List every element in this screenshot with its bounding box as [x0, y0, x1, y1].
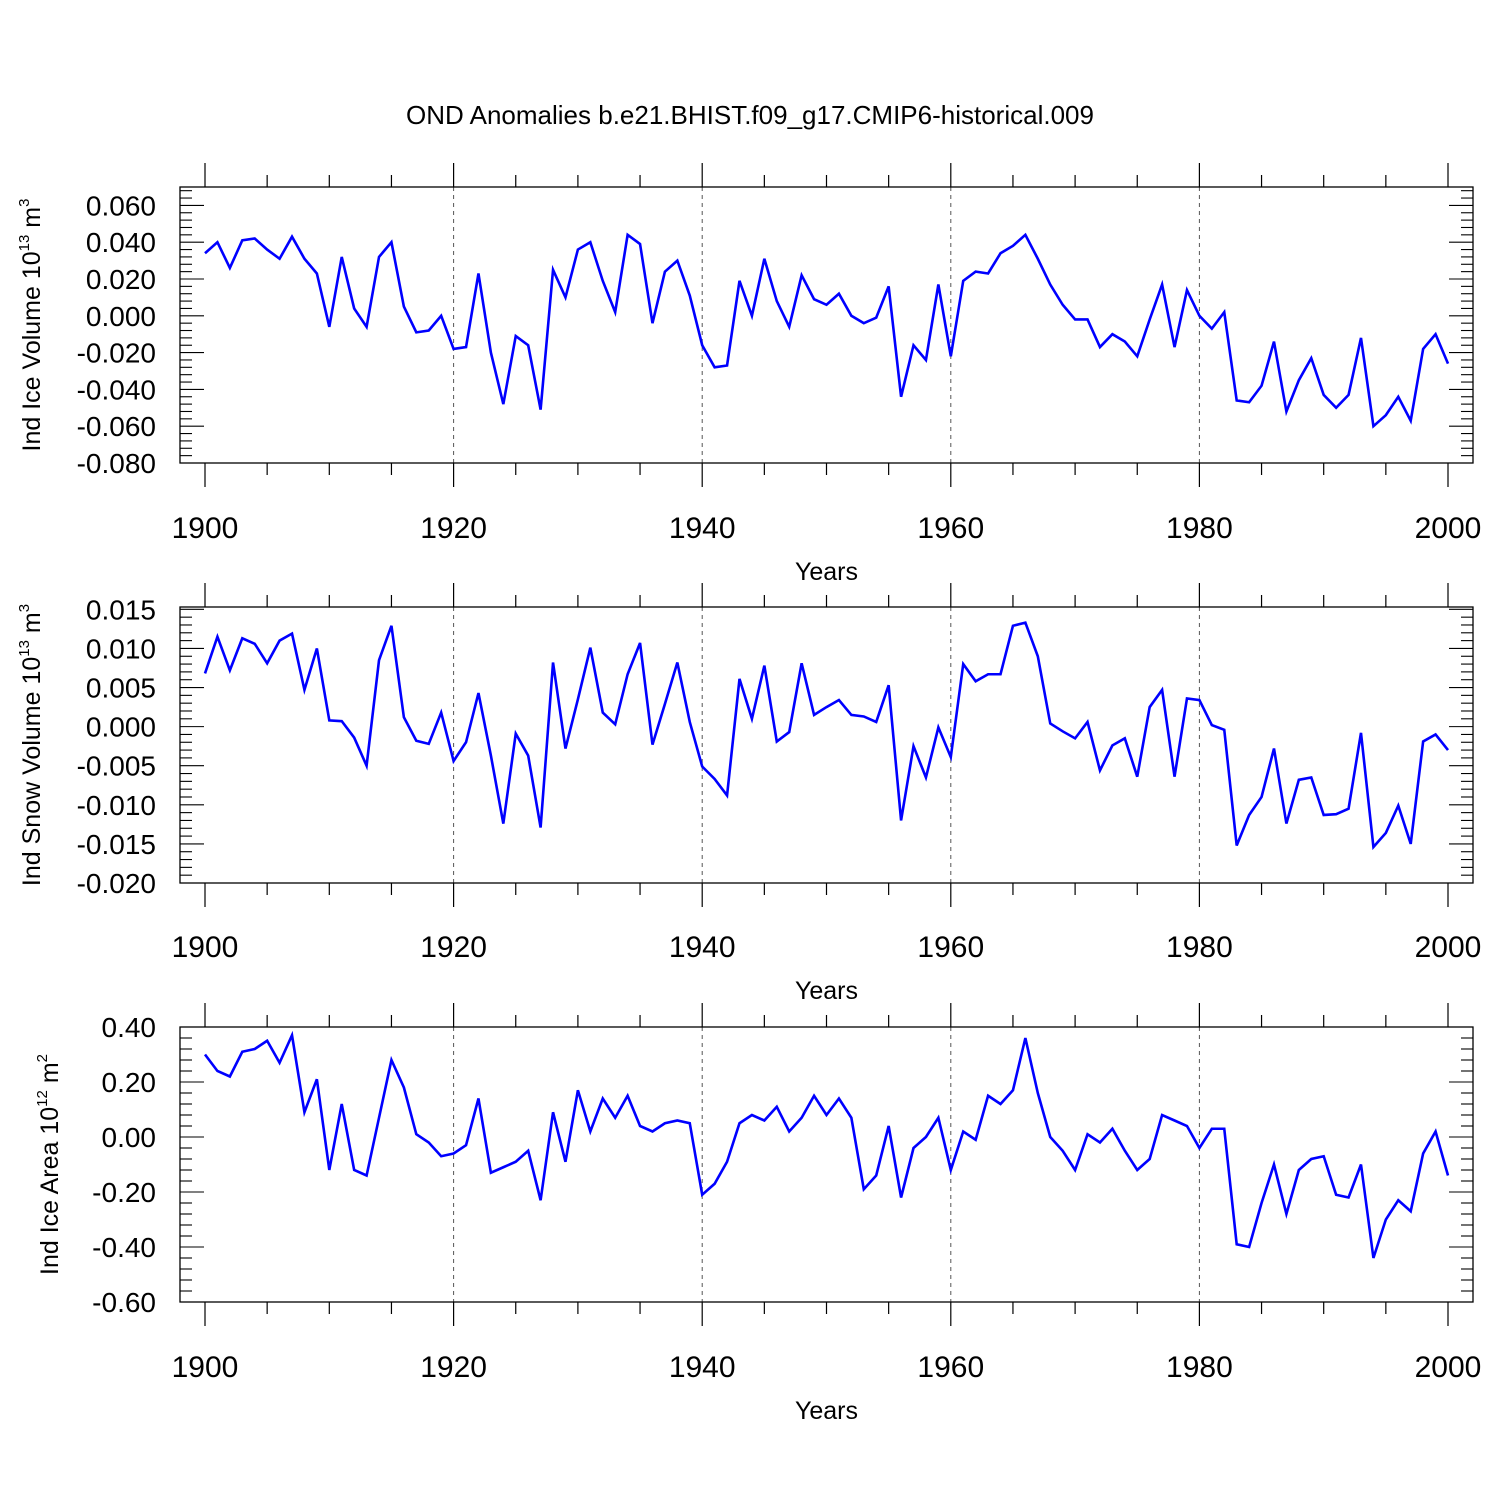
- y-axis-label: Ind Ice Volume 1013 m3: [16, 199, 46, 452]
- y-tick-label: -0.015: [77, 829, 156, 860]
- y-axis-label-exponent: 13: [16, 640, 33, 657]
- y-tick-label: -0.005: [77, 751, 156, 782]
- x-tick-label: 2000: [1415, 931, 1482, 964]
- x-tick-label: 1920: [420, 931, 487, 964]
- x-tick-label: 1940: [669, 931, 736, 964]
- y-tick-label: -0.40: [92, 1232, 156, 1263]
- y-tick-label: -0.020: [77, 868, 156, 899]
- y-axis-label-unit-exponent: 2: [34, 1054, 51, 1062]
- series-line: [204, 232, 1450, 429]
- y-tick-label: -0.020: [77, 338, 156, 369]
- x-tick-label: 1900: [172, 931, 239, 964]
- x-tick-label: 1900: [172, 512, 239, 545]
- x-tick-label: 1940: [669, 1351, 736, 1384]
- x-axis-label: Years: [795, 558, 858, 586]
- x-tick-label: 1960: [917, 931, 984, 964]
- y-tick-label: -0.040: [77, 374, 156, 405]
- y-tick-label: 0.00: [102, 1122, 157, 1153]
- y-tick-label: -0.20: [92, 1177, 156, 1208]
- x-tick-label: 1980: [1166, 512, 1233, 545]
- y-tick-label: 0.20: [102, 1067, 157, 1098]
- y-axis-label-unit-exponent: 3: [16, 604, 33, 612]
- x-tick-label: 1960: [917, 1351, 984, 1384]
- y-axis-label-text: Ind Ice Volume 10: [18, 251, 46, 451]
- y-axis-label-unit: m: [18, 207, 46, 235]
- y-tick-label: 0.040: [86, 227, 156, 258]
- series-line: [203, 1030, 1450, 1259]
- series-line: [203, 621, 1450, 851]
- x-tick-label: 1980: [1166, 931, 1233, 964]
- y-axis-label-text: Ind Snow Volume 10: [18, 657, 46, 886]
- x-axis-label: Years: [795, 977, 858, 1005]
- y-tick-label: 0.000: [86, 712, 156, 743]
- x-tick-label: 2000: [1415, 512, 1482, 545]
- y-tick-label: -0.080: [77, 448, 156, 479]
- x-tick-label: 1960: [917, 512, 984, 545]
- figure-title: OND Anomalies b.e21.BHIST.f09_g17.CMIP6-…: [406, 100, 1094, 130]
- y-tick-label: 0.060: [86, 190, 156, 221]
- y-tick-label: 0.020: [86, 264, 156, 295]
- panel-3: 0.40 0.20 0.00 -0.20 -0.40 -0.60 1900 1920 1940 1…: [34, 1003, 1481, 1425]
- y-axis-label-text: Ind Ice Area 10: [36, 1107, 64, 1275]
- y-axis-label-exponent: 12: [34, 1090, 51, 1107]
- panel-1: 0.060 0.040 0.020 0.000 -0.020 -0.040 -0.060 -0…: [16, 163, 1481, 586]
- y-tick-label: 0.40: [102, 1012, 157, 1043]
- x-tick-label: 1980: [1166, 1351, 1233, 1384]
- x-tick-label: 1920: [420, 512, 487, 545]
- y-axis-label: Ind Ice Area 1012 m2: [34, 1054, 64, 1275]
- y-axis-label: Ind Snow Volume 1013 m3: [16, 604, 46, 886]
- y-tick-label: 0.010: [86, 633, 156, 664]
- y-tick-label: -0.010: [77, 790, 156, 821]
- x-axis-label: Years: [795, 1397, 858, 1425]
- x-tick-label: 1920: [420, 1351, 487, 1384]
- x-tick-label: 2000: [1415, 1351, 1482, 1384]
- y-axis-label-exponent: 13: [16, 235, 33, 252]
- y-axis-label-unit: m: [18, 612, 46, 640]
- y-tick-label: 0.000: [86, 301, 156, 332]
- y-tick-label: -0.60: [92, 1287, 156, 1318]
- x-tick-label: 1940: [669, 512, 736, 545]
- panel-2: 0.015 0.010 0.005 0.000 -0.005 -0.010 -0.015 -0…: [16, 583, 1481, 1005]
- y-axis-label-unit-exponent: 3: [16, 199, 33, 207]
- y-tick-label: 0.005: [86, 673, 156, 704]
- y-tick-label: 0.015: [86, 594, 156, 625]
- y-axis-label-unit: m: [36, 1062, 64, 1090]
- y-tick-label: -0.060: [77, 411, 156, 442]
- x-tick-label: 1900: [172, 1351, 239, 1384]
